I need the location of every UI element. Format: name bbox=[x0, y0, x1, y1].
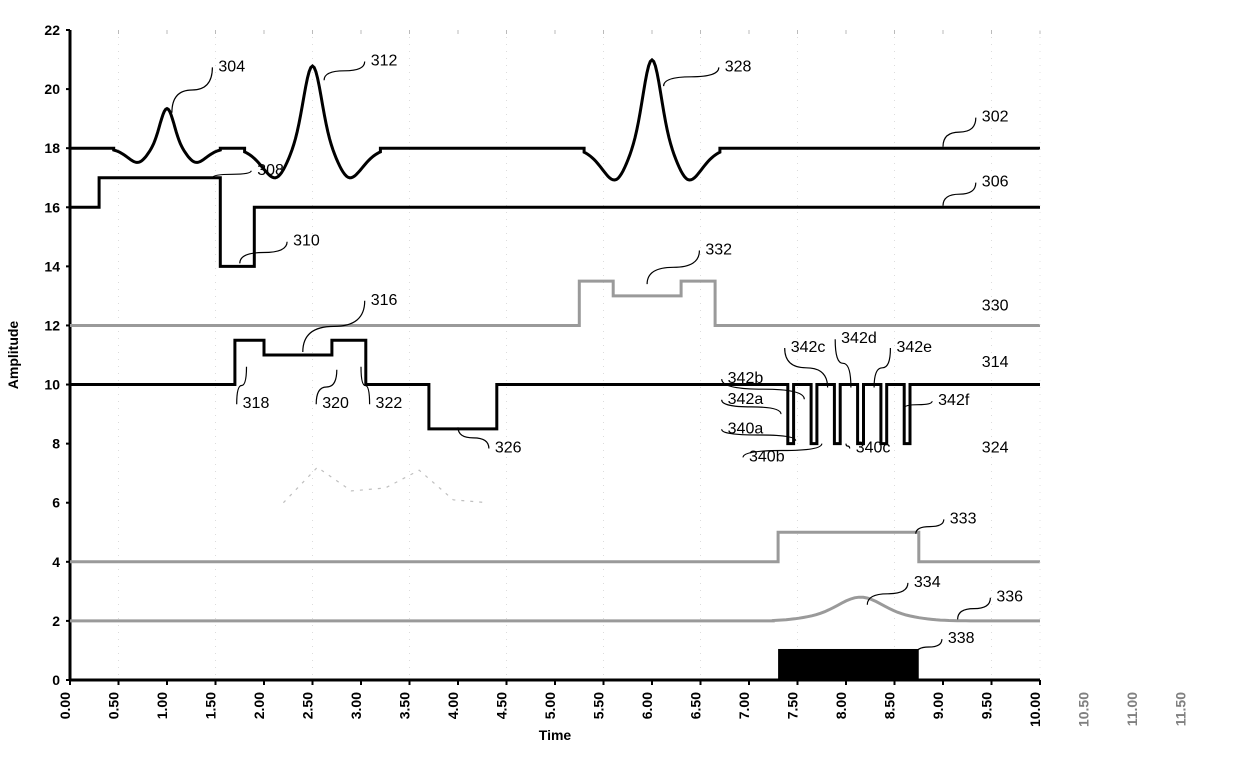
svg-text:3.00: 3.00 bbox=[348, 692, 364, 719]
svg-text:326: 326 bbox=[495, 440, 522, 457]
svg-text:6.50: 6.50 bbox=[688, 692, 704, 719]
svg-text:5.50: 5.50 bbox=[591, 692, 607, 719]
svg-text:10.00: 10.00 bbox=[1027, 692, 1043, 727]
svg-text:340a: 340a bbox=[728, 420, 764, 437]
svg-text:Time: Time bbox=[539, 727, 572, 743]
svg-text:342c: 342c bbox=[791, 339, 826, 356]
svg-text:320: 320 bbox=[322, 395, 349, 412]
svg-text:7.50: 7.50 bbox=[785, 692, 801, 719]
chart-svg: 0 2 4 6 8 10 12 14 16 18 20 22 Amplitude 0.00 0.50 1.00… bbox=[0, 0, 1240, 784]
svg-text:10.50: 10.50 bbox=[1076, 692, 1092, 727]
svg-text:8.00: 8.00 bbox=[833, 692, 849, 719]
svg-text:1.50: 1.50 bbox=[203, 692, 219, 719]
svg-text:310: 310 bbox=[293, 233, 320, 250]
svg-text:2: 2 bbox=[52, 613, 60, 629]
svg-text:322: 322 bbox=[376, 395, 403, 412]
svg-text:306: 306 bbox=[982, 174, 1009, 191]
svg-text:4: 4 bbox=[52, 554, 60, 570]
svg-text:342b: 342b bbox=[728, 370, 764, 387]
svg-text:342a: 342a bbox=[728, 391, 764, 408]
svg-text:324: 324 bbox=[982, 440, 1009, 457]
svg-text:3.50: 3.50 bbox=[397, 692, 413, 719]
svg-text:302: 302 bbox=[982, 109, 1009, 126]
svg-text:12: 12 bbox=[44, 317, 60, 333]
timing-diagram-chart: 0 2 4 6 8 10 12 14 16 18 20 22 Amplitude 0.00 0.50 1.00… bbox=[0, 0, 1240, 784]
svg-text:2.00: 2.00 bbox=[251, 692, 267, 719]
svg-text:4.50: 4.50 bbox=[494, 692, 510, 719]
svg-text:304: 304 bbox=[218, 58, 245, 75]
svg-text:2.50: 2.50 bbox=[300, 692, 316, 719]
svg-text:1.00: 1.00 bbox=[154, 692, 170, 719]
svg-text:4.00: 4.00 bbox=[445, 692, 461, 719]
svg-text:318: 318 bbox=[243, 395, 270, 412]
svg-text:334: 334 bbox=[914, 574, 941, 591]
svg-text:336: 336 bbox=[996, 589, 1023, 606]
svg-text:18: 18 bbox=[44, 140, 60, 156]
svg-text:7.00: 7.00 bbox=[736, 692, 752, 719]
svg-text:11.50: 11.50 bbox=[1173, 692, 1189, 726]
svg-text:316: 316 bbox=[371, 292, 398, 309]
svg-text:8: 8 bbox=[52, 436, 60, 452]
svg-text:308: 308 bbox=[257, 162, 284, 179]
svg-text:0.00: 0.00 bbox=[57, 692, 73, 719]
svg-text:342f: 342f bbox=[938, 392, 970, 409]
svg-text:338: 338 bbox=[948, 630, 975, 647]
svg-text:314: 314 bbox=[982, 354, 1009, 371]
svg-text:6: 6 bbox=[52, 495, 60, 511]
svg-text:22: 22 bbox=[44, 22, 60, 38]
svg-text:16: 16 bbox=[44, 199, 60, 215]
svg-text:328: 328 bbox=[725, 58, 752, 75]
svg-text:340b: 340b bbox=[749, 448, 785, 465]
svg-text:333: 333 bbox=[950, 510, 977, 527]
svg-text:330: 330 bbox=[982, 298, 1009, 315]
svg-text:10: 10 bbox=[44, 377, 60, 393]
svg-text:340c: 340c bbox=[856, 440, 891, 457]
svg-text:9.00: 9.00 bbox=[930, 692, 946, 719]
svg-text:342e: 342e bbox=[896, 339, 932, 356]
svg-text:9.50: 9.50 bbox=[979, 692, 995, 719]
svg-text:5.00: 5.00 bbox=[542, 692, 558, 719]
svg-text:0: 0 bbox=[52, 672, 60, 688]
svg-text:20: 20 bbox=[44, 81, 60, 97]
svg-text:312: 312 bbox=[371, 52, 398, 69]
svg-text:8.50: 8.50 bbox=[882, 692, 898, 719]
svg-text:6.00: 6.00 bbox=[639, 692, 655, 719]
svg-text:0.50: 0.50 bbox=[106, 692, 122, 719]
svg-text:11.00: 11.00 bbox=[1124, 692, 1140, 726]
svg-text:Amplitude: Amplitude bbox=[5, 321, 21, 390]
svg-text:332: 332 bbox=[705, 242, 732, 259]
svg-text:14: 14 bbox=[44, 258, 60, 274]
svg-text:342d: 342d bbox=[841, 330, 877, 347]
